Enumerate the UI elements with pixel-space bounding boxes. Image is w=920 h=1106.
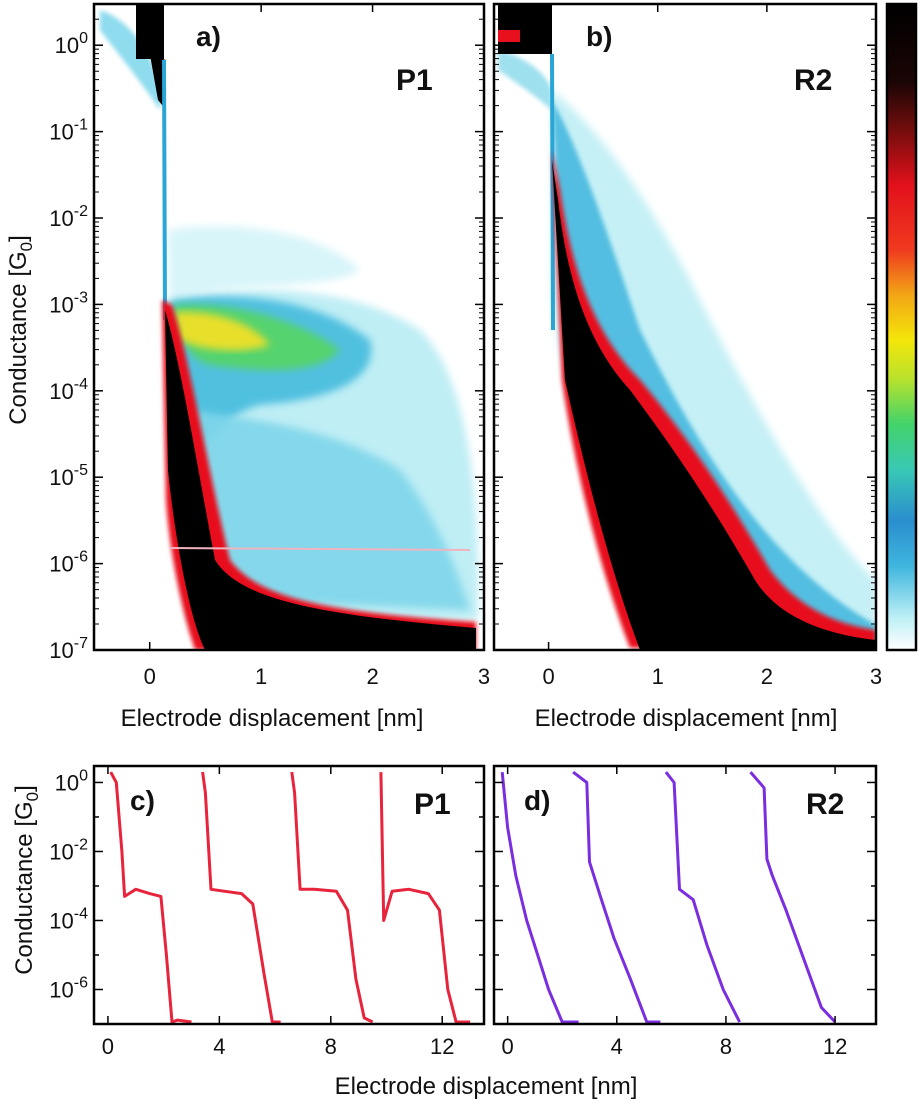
trace-line-3: [290, 771, 374, 1024]
y-tick-label: 10-5: [49, 462, 88, 490]
x-tick-label: 4: [611, 1034, 623, 1059]
trace-line-1: [500, 771, 579, 1024]
x-tick-label: 3: [478, 664, 490, 689]
density-contact-cloud: [100, 10, 162, 110]
y-tick-label: 10-2: [49, 203, 88, 231]
trace-line-2: [572, 770, 661, 1024]
x-tick-label: 12: [430, 1034, 454, 1059]
panel-a-heatmap: [92, 2, 486, 652]
panel-a-letter: a): [196, 21, 221, 52]
panel-b-density: [498, 4, 876, 650]
panel-b-frame: [492, 2, 878, 652]
panel-a-frame: [92, 2, 486, 652]
panel-d-frame: [492, 764, 878, 1026]
density-contact-red: [498, 30, 520, 42]
density-contact-black: [136, 4, 164, 59]
x-tick-label: 2: [761, 664, 773, 689]
density-contact-tail: [150, 55, 166, 110]
y-tick-label: 10-3: [49, 289, 88, 317]
panel-b-name: R2: [794, 64, 832, 97]
panel-c-traces: [109, 771, 471, 1024]
colorbar-frame: [885, 2, 918, 652]
trace-line-3: [664, 771, 741, 1023]
density-cloud-upper: [168, 226, 360, 300]
panel-b-heatmap: [492, 2, 878, 652]
x-tick-label: 4: [213, 1034, 225, 1059]
density-lower-blue: [190, 410, 470, 610]
colorbar: [887, 4, 916, 650]
trace-line-1: [109, 771, 192, 1024]
x-tick-label: 12: [823, 1034, 847, 1059]
panel-b-letter: b): [586, 21, 612, 52]
y-axis-label-top: Conductance [G0]: [5, 235, 36, 425]
y-tick-label: 100: [55, 30, 88, 58]
panel-d-name: R2: [806, 788, 844, 821]
x-tick-label: 8: [325, 1034, 337, 1059]
trace-line-4: [749, 771, 837, 1024]
panel-a-density: [100, 4, 479, 650]
x-tick-label: 0: [542, 664, 554, 689]
x-tick-label: 2: [366, 664, 378, 689]
x-tick-label: 0: [502, 1034, 514, 1059]
density-decay-black: [552, 160, 876, 650]
panel-d-traces: [500, 770, 837, 1024]
x-tick-label: 8: [720, 1034, 732, 1059]
panel-c-name: P1: [414, 788, 451, 821]
y-tick-label: 10-2: [49, 836, 88, 864]
density-artifact-line: [169, 547, 471, 551]
trace-line-2: [201, 771, 281, 1024]
panel-a-name: P1: [396, 64, 433, 97]
y-tick-label: 10-1: [49, 117, 88, 145]
trace-line-4: [379, 772, 471, 1024]
density-contact-black: [498, 4, 552, 54]
y-tick-label: 10-6: [49, 974, 88, 1002]
x-tick-label: 1: [255, 664, 267, 689]
y-tick-label: 10-6: [49, 549, 88, 577]
x-tick-label: 1: [652, 664, 664, 689]
density-core-yellow: [174, 311, 270, 351]
x-tick-label: 3: [870, 664, 882, 689]
panel-d-letter: d): [524, 785, 550, 816]
panel-c-letter: c): [130, 785, 155, 816]
y-tick-label: 10-7: [49, 635, 88, 663]
y-tick-label: 10-4: [49, 905, 88, 933]
x-tick-label: 0: [102, 1034, 114, 1059]
y-tick-label: 10-4: [49, 376, 88, 404]
x-axis-label-a: Electrode displacement [nm]: [121, 705, 424, 732]
density-decay-black: [165, 310, 476, 650]
y-tick-label: 100: [55, 767, 88, 795]
x-axis-label-b: Electrode displacement [nm]: [535, 705, 838, 732]
panel-c-frame: [92, 764, 486, 1026]
density-break-line: [162, 59, 167, 321]
density-break-line: [550, 53, 555, 331]
x-axis-label-bottom: Electrode displacement [nm]: [335, 1073, 638, 1100]
y-axis-label-bottom: Conductance [G0]: [11, 785, 42, 975]
x-tick-label: 0: [144, 664, 156, 689]
density-contact-cloud: [498, 50, 552, 110]
